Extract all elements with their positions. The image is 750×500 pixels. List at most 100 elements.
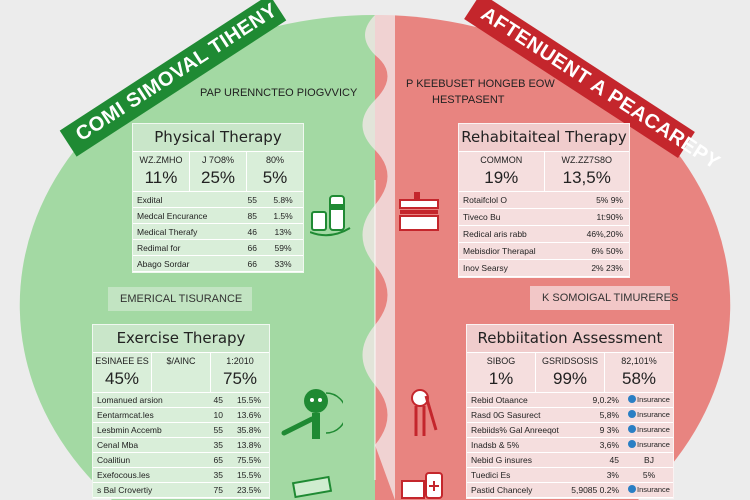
cell: Abago Sordar <box>137 258 190 269</box>
cell: 3% <box>606 470 619 480</box>
table-row: Pastid Chancely 5,9085 0.2% Insurance <box>467 483 673 498</box>
cell: Medcal Encurance <box>137 210 208 221</box>
cell: 55 <box>247 194 257 205</box>
table-row: Rotaifclol O 5% 9% <box>459 192 629 209</box>
cell: 13.6% <box>236 410 262 420</box>
header-label: ESINAEE ES <box>95 356 149 366</box>
header-label: COMMON <box>480 155 523 165</box>
header-value: 5% <box>262 168 288 187</box>
header-cell: WZ.ZZ7S8O 13,5% <box>545 152 630 191</box>
cell: 5,9085 0.2% <box>571 485 619 495</box>
cell: 13.8% <box>236 440 262 450</box>
right-subtitle-2: HESTPASENT <box>432 94 505 106</box>
cell: 75.5% <box>236 455 262 465</box>
header-label: WZ.ZZ7S8O <box>561 155 612 165</box>
first-aid-kit-icon <box>401 472 443 499</box>
header-cell: 1:2010 75% <box>211 353 269 392</box>
right-section-label: K SOMOIGAL TIMURERES <box>530 286 678 310</box>
therapist-figure-icon <box>281 389 343 439</box>
table-row: Rasd 0G Sasurect 5,8% Insurance <box>467 408 673 423</box>
table-row: Rebiids% Gal Anreeqot 9 3% Insurance <box>467 423 673 438</box>
cell: Exdital <box>137 194 163 205</box>
center-divider <box>362 15 395 500</box>
table-row: Inadsb & 5% 3,6% Insurance <box>467 438 673 453</box>
header-cell: COMMON 19% <box>459 152 545 191</box>
insurance-icon <box>628 410 637 419</box>
header-value: 11% <box>144 168 178 187</box>
header-label: 82,101% <box>621 356 657 366</box>
cell: Exefocous.les <box>97 470 150 480</box>
table-title: Exercise Therapy <box>93 325 269 352</box>
header-cell: 80% 5% <box>247 152 303 191</box>
cell: Tuedici Es <box>471 470 511 480</box>
cell: Insurance <box>637 409 670 419</box>
cell: 35 <box>213 470 223 480</box>
cell: 9 3% <box>599 425 619 435</box>
table-row: Coalitiun 65 75.5% <box>93 453 269 468</box>
cell: 45 <box>213 395 223 405</box>
cell: Rebid Otaance <box>471 395 528 405</box>
cell: 1.5% <box>273 210 293 221</box>
cell: 35.8% <box>236 425 262 435</box>
cell: 66 <box>247 258 257 269</box>
cell: 5.8% <box>273 194 293 205</box>
cell: Mebisdior Therapal <box>463 246 536 256</box>
header-cell: 82,101% 58% <box>605 353 673 392</box>
cell: Eentarmcat.les <box>97 410 154 420</box>
header-value: 99% <box>552 369 588 388</box>
table-row: Abago Sordar 66 33% <box>133 256 303 272</box>
table-row: Rebid Otaance 9,0.2% Insurance <box>467 393 673 408</box>
cell: 6% 50% <box>591 246 623 256</box>
header-value: 19% <box>484 168 519 187</box>
cell: Nebid G insures <box>471 455 532 465</box>
table-row: Redical aris rabb 46%,20% <box>459 226 629 243</box>
table-row: Mebisdior Therapal 6% 50% <box>459 243 629 260</box>
cell: Lomanued arsion <box>97 395 163 405</box>
header-cell: ESINAEE ES 45% <box>93 353 152 392</box>
header-cell: WZ.ZMHO 11% <box>133 152 190 191</box>
cell: 3,6% <box>599 440 619 450</box>
table-row: Tuedici Es 3% 5% <box>467 468 673 483</box>
right-subtitle-1: P KEEBUSET HONGEB EOW <box>406 78 555 90</box>
table-row: Inov Searsy 2% 23% <box>459 260 629 277</box>
left-section-label: EMERICAL TISURANCE <box>108 287 252 311</box>
header-label: SIBOG <box>486 356 516 366</box>
insurance-icon <box>628 440 637 449</box>
table-row: Medcal Encurance 85 1.5% <box>133 208 303 224</box>
insurance-badge: Insurance <box>625 395 673 406</box>
cell: Medical Therafy <box>137 226 198 237</box>
header-label: WZ.ZMHO <box>139 155 183 165</box>
cell: Cenal Mba <box>97 440 139 450</box>
rehab-assessment-table: Rebbiitation Assessment SIBOG 1% GSRIDSOSI… <box>466 324 674 499</box>
header-label: 1:2010 <box>226 356 254 366</box>
cell: Tiveco Bu <box>463 212 501 222</box>
left-subtitle: PAP URENNCTEO PIOGVVICY <box>200 87 358 99</box>
table-title: Rebbiitation Assessment <box>467 325 673 352</box>
cell: 46%,20% <box>586 229 623 239</box>
cell: Redimal for <box>137 242 181 253</box>
table-row: Nebid G insures 45 BJ <box>467 453 673 468</box>
cell: Pastid Chancely <box>471 485 533 495</box>
cell: Insurance <box>637 394 670 404</box>
header-cell: SIBOG 1% <box>467 353 536 392</box>
table-row: Redimal for 66 59% <box>133 240 303 256</box>
table-row: Lomanued arsion 45 15.5% <box>93 393 269 408</box>
header-label: GSRIDSOSIS <box>541 356 598 366</box>
cell: 55 <box>213 425 223 435</box>
header-value: 45% <box>104 369 140 388</box>
cell: Rasd 0G Sasurect <box>471 410 541 420</box>
header-value: 58% <box>621 369 657 388</box>
header-label: J 7O8% <box>201 155 234 165</box>
header-value: 13,5% <box>562 168 611 187</box>
insurance-icon <box>628 485 637 494</box>
cell: Lesbmin Accemb <box>97 425 162 435</box>
table-row: Exefocous.les 35 15.5% <box>93 468 269 483</box>
cell: Insurance <box>637 424 670 434</box>
crutch-icon <box>411 389 438 436</box>
books-icon <box>399 192 439 231</box>
exercise-therapy-table: Exercise Therapy ESINAEE ES 45% $/AINC 1:20… <box>92 324 270 499</box>
rehab-therapy-table: Rehabitaiteal Therapy COMMON 19% WZ.ZZ7S8O… <box>458 123 630 278</box>
insurance-icon <box>628 395 637 404</box>
cell: 23.5% <box>236 485 262 495</box>
cell: 10 <box>213 410 223 420</box>
